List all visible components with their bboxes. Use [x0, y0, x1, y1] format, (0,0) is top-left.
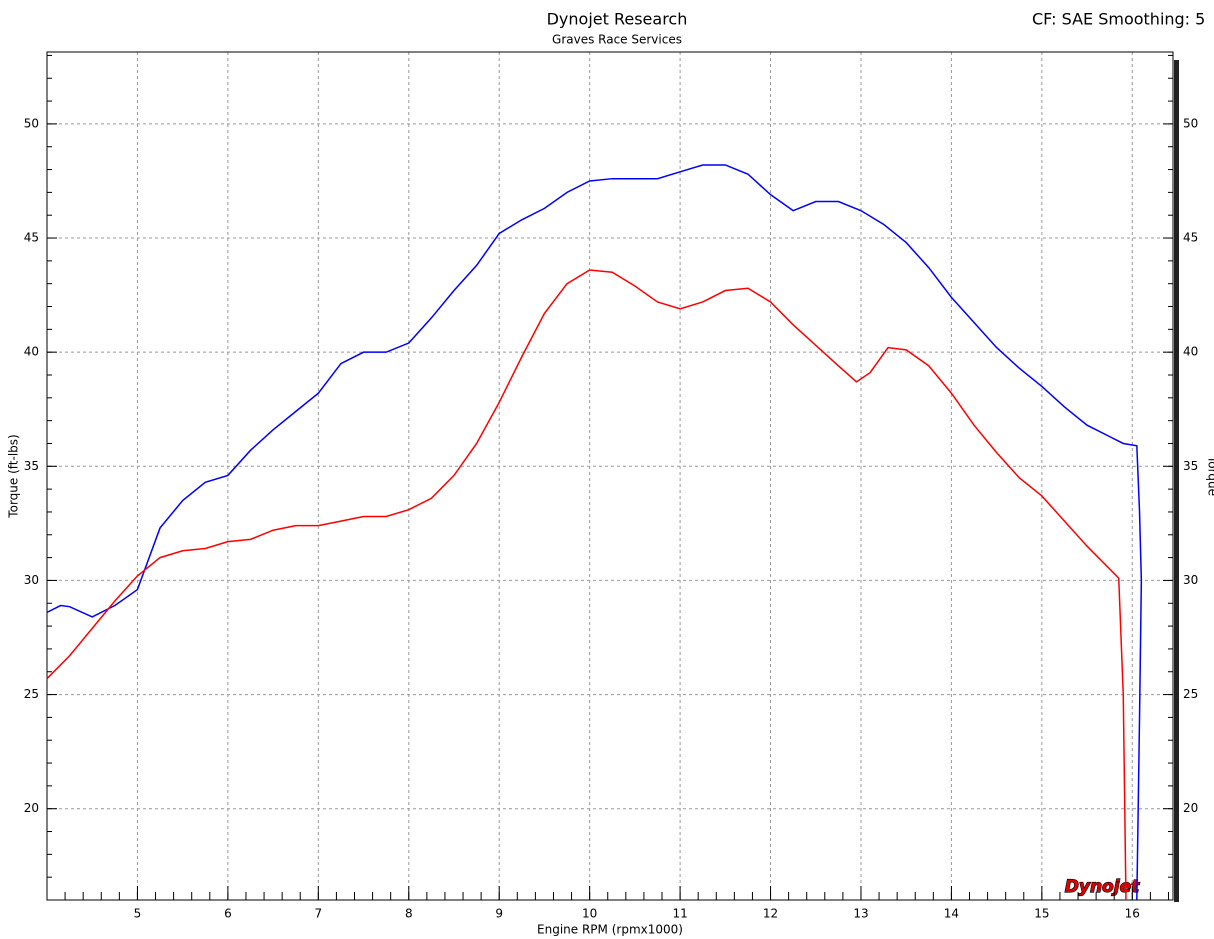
x-tick-label: 8	[405, 907, 413, 921]
corner-note: CF: SAE Smoothing: 5	[1032, 10, 1205, 29]
x-tick-label: 13	[853, 907, 868, 921]
y2-axis-label: Torque	[1206, 455, 1214, 496]
logo: Dynojet	[1065, 877, 1140, 897]
y-tick-label: 50	[24, 116, 39, 130]
frame-shadow	[1174, 60, 1179, 902]
y2-tick-label: 25	[1183, 687, 1198, 701]
x-tick-label: 6	[224, 907, 232, 921]
x-tick-label: 7	[315, 907, 323, 921]
y2-tick-label: 45	[1183, 231, 1198, 245]
chart-subtitle: Graves Race Services	[552, 33, 682, 47]
x-axis-label: Engine RPM (rpmx1000)	[537, 923, 683, 937]
plot-frame	[46, 51, 1174, 901]
chart-title: Dynojet Research	[547, 10, 688, 29]
y2-tick-label: 40	[1183, 345, 1198, 359]
y2-tick-label: 20	[1183, 801, 1198, 815]
y-tick-label: 45	[24, 231, 39, 245]
x-tick-label: 5	[134, 907, 142, 921]
y-tick-label: 35	[24, 459, 39, 473]
y-tick-label: 40	[24, 345, 39, 359]
y-tick-label: 30	[24, 573, 39, 587]
y-tick-label: 25	[24, 687, 39, 701]
x-tick-label: 16	[1125, 907, 1140, 921]
x-tick-label: 14	[944, 907, 959, 921]
torque-line	[46, 164, 1143, 901]
x-tick-label: 11	[672, 907, 687, 921]
x-tick-label: 15	[1034, 907, 1049, 921]
y2-tick-label: 35	[1183, 459, 1198, 473]
x-tick-label: 9	[495, 907, 503, 921]
torque-line	[46, 269, 1127, 901]
y2-tick-label: 30	[1183, 573, 1198, 587]
x-tick-label: 10	[582, 907, 597, 921]
y2-tick-label: 50	[1183, 116, 1198, 130]
y-axis-label: Torque (ft-lbs)	[7, 434, 21, 518]
y-tick-label: 20	[24, 801, 39, 815]
x-tick-label: 12	[763, 907, 778, 921]
